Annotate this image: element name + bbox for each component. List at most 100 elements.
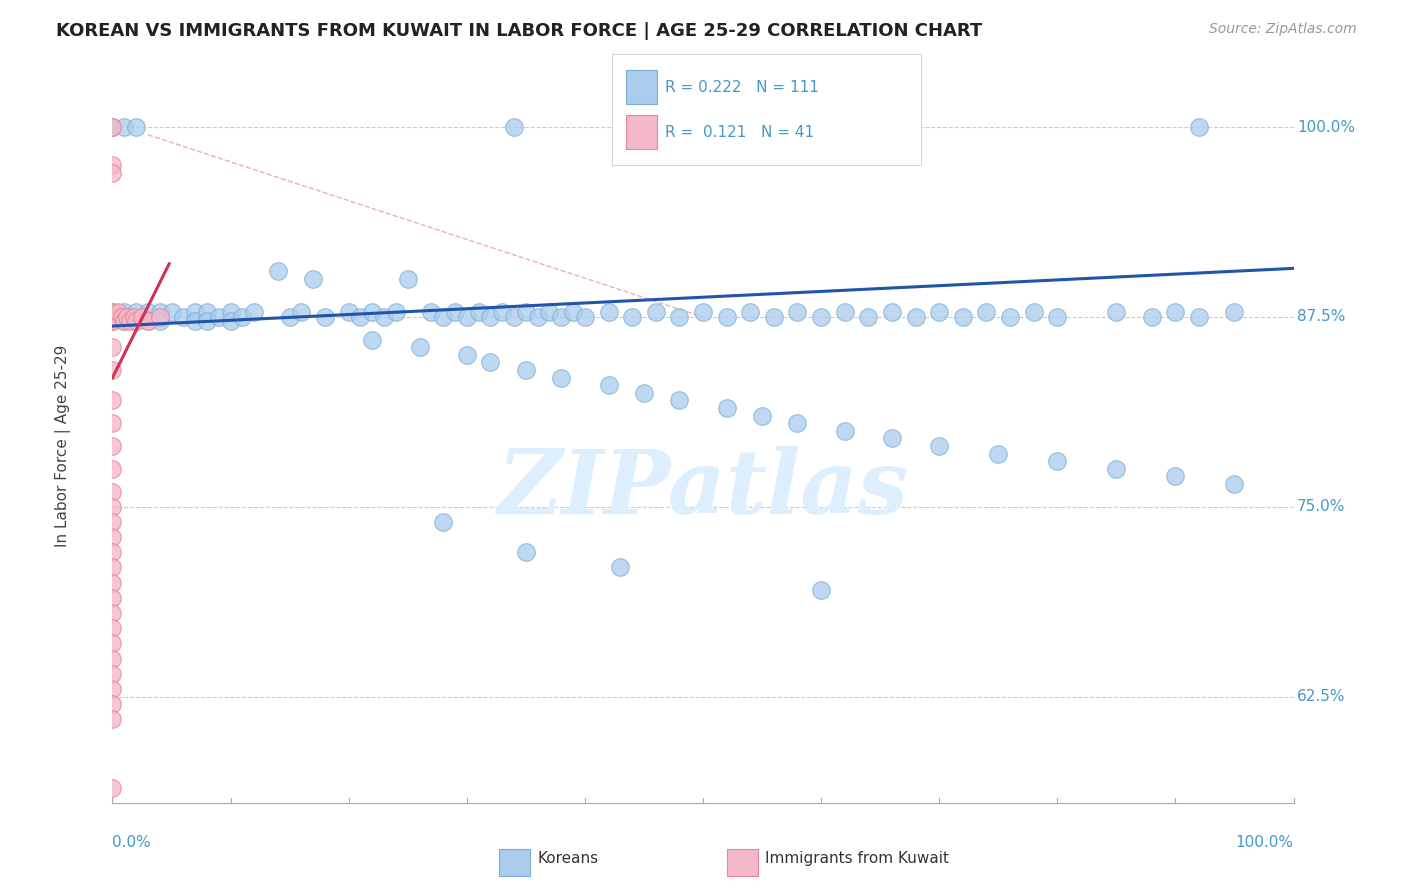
Point [125,305,148,319]
Point [928,439,950,453]
Point [692,305,714,319]
Point [952,310,974,324]
Point [349,310,371,324]
Point [101,340,124,354]
Point [716,401,738,415]
Point [125,314,148,328]
Point [195,314,218,328]
Point [101,462,124,476]
Point [101,120,124,135]
Point [136,305,159,319]
Point [101,560,124,574]
Point [101,515,124,529]
Point [550,310,572,324]
Point [609,560,631,574]
Point [101,310,124,324]
Point [101,591,124,605]
Point [491,305,513,319]
Point [101,712,124,726]
Point [184,305,207,319]
Point [515,363,537,377]
Point [122,310,145,324]
Point [101,621,124,635]
Point [231,310,253,324]
Point [361,305,384,319]
Point [515,545,537,559]
Point [858,310,880,324]
Point [1223,477,1246,491]
Point [503,310,526,324]
Point [740,305,762,319]
Text: 100.0%: 100.0% [1298,120,1355,135]
Point [314,310,336,324]
Point [834,120,856,135]
Point [574,310,596,324]
Point [385,305,408,319]
Point [786,305,808,319]
Text: 0.0%: 0.0% [112,835,152,850]
Point [998,310,1021,324]
Point [880,305,903,319]
Point [1105,462,1128,476]
Point [1164,305,1187,319]
Point [668,393,690,408]
Point [101,606,124,620]
Point [1046,310,1069,324]
Point [644,305,666,319]
Point [762,310,785,324]
Point [538,305,561,319]
Point [112,120,135,135]
Point [107,305,129,319]
Point [101,636,124,650]
Point [120,314,142,328]
Point [125,120,148,135]
Point [101,305,124,319]
Point [101,681,124,696]
Point [633,385,655,400]
Point [101,120,124,135]
Point [503,120,526,135]
Point [101,393,124,408]
Point [456,310,478,324]
Point [550,370,572,384]
Point [219,305,242,319]
Point [845,120,868,135]
Text: Source: ZipAtlas.com: Source: ZipAtlas.com [1209,22,1357,37]
Point [101,530,124,544]
Point [101,166,124,180]
Point [904,310,927,324]
Point [681,120,703,135]
Point [987,447,1010,461]
Point [112,305,135,319]
Point [267,264,290,278]
Point [526,310,548,324]
Point [111,310,134,324]
Point [302,272,325,286]
Text: Immigrants from Kuwait: Immigrants from Kuwait [765,851,949,865]
Point [101,310,124,324]
Point [101,697,124,711]
Point [361,333,384,347]
Point [101,314,124,328]
Point [373,310,395,324]
Point [149,310,172,324]
Text: 75.0%: 75.0% [1298,500,1346,514]
Point [1164,469,1187,483]
Point [598,305,620,319]
Point [408,340,430,354]
Point [562,305,585,319]
Point [810,310,832,324]
Point [467,305,489,319]
Point [136,314,159,328]
Point [172,310,194,324]
Point [1046,454,1069,468]
Point [716,310,738,324]
Point [131,310,153,324]
Point [101,666,124,681]
Point [243,305,266,319]
Point [208,310,231,324]
Point [834,305,856,319]
Point [184,314,207,328]
Text: R = 0.222   N = 111: R = 0.222 N = 111 [665,80,818,95]
Point [456,348,478,362]
